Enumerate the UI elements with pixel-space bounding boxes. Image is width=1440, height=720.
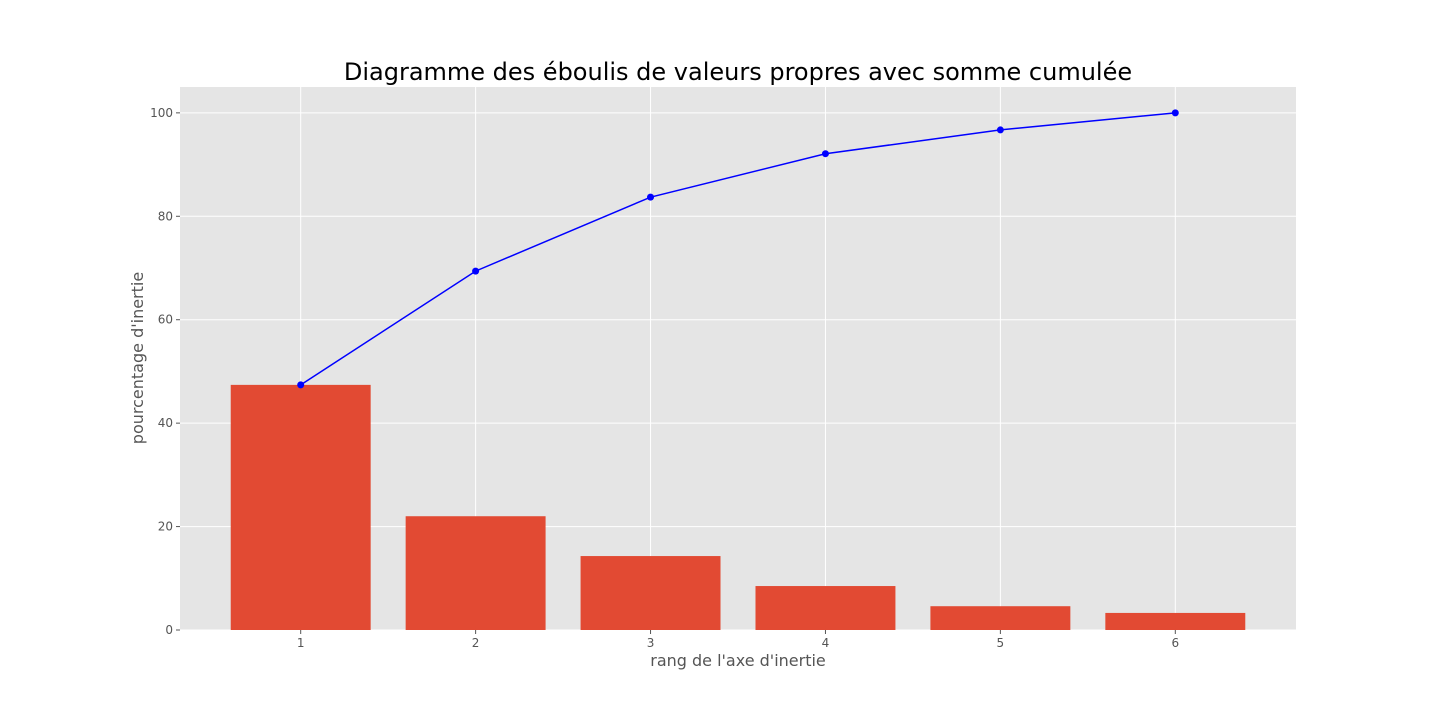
y-tick-label: 80 [158, 209, 173, 223]
bar-4 [755, 586, 896, 630]
bar-5 [930, 606, 1071, 630]
x-tick-label: 5 [997, 636, 1005, 650]
x-axis-label: rang de l'axe d'inertie [650, 651, 826, 670]
x-ticks: 1 2 3 4 5 6 [297, 630, 1179, 650]
bar-3 [580, 556, 721, 630]
cumulative-line [297, 109, 1179, 389]
bar-6 [1105, 612, 1246, 630]
y-ticks: 0 20 40 60 80 100 [150, 106, 180, 637]
cumulative-point-2 [472, 267, 480, 275]
cumulative-point-4 [821, 150, 829, 158]
cumulative-point-6 [1171, 109, 1179, 117]
y-tick-label: 100 [150, 106, 173, 120]
x-tick-label: 1 [297, 636, 305, 650]
bars [230, 384, 1246, 630]
cumulative-point-5 [996, 126, 1004, 134]
x-tick-label: 6 [1171, 636, 1179, 650]
y-tick-label: 20 [158, 520, 173, 534]
y-axis-label: pourcentage d'inertie [128, 272, 147, 444]
cumulative-point-3 [647, 193, 655, 201]
x-tick-label: 4 [822, 636, 830, 650]
x-tick-label: 2 [472, 636, 480, 650]
y-tick-label: 0 [165, 623, 173, 637]
bar-1 [230, 384, 371, 630]
y-tick-label: 40 [158, 416, 173, 430]
cumulative-point-1 [297, 381, 305, 389]
y-tick-label: 60 [158, 313, 173, 327]
chart-title: Diagramme des éboulis de valeurs propres… [344, 58, 1132, 86]
bar-2 [405, 516, 546, 630]
cumulative-line-path [300, 112, 1176, 386]
x-tick-label: 3 [647, 636, 655, 650]
